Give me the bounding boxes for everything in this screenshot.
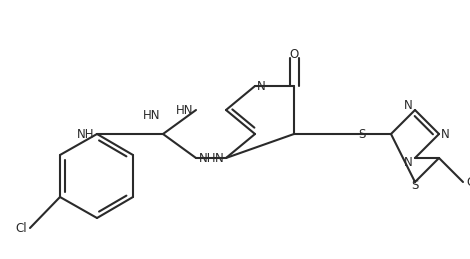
Text: S: S xyxy=(411,179,419,192)
Text: NH: NH xyxy=(199,152,217,164)
Text: N: N xyxy=(404,99,413,112)
Text: HN: HN xyxy=(175,104,193,117)
Text: Cl: Cl xyxy=(16,221,27,234)
Text: O: O xyxy=(290,48,298,61)
Text: NH: NH xyxy=(77,127,94,140)
Text: S: S xyxy=(358,127,366,140)
Text: N: N xyxy=(257,80,266,92)
Text: N: N xyxy=(441,127,450,140)
Text: N: N xyxy=(404,156,413,169)
Text: CH3: CH3 xyxy=(466,176,470,189)
Text: HN: HN xyxy=(142,109,160,122)
Text: N: N xyxy=(215,152,224,164)
